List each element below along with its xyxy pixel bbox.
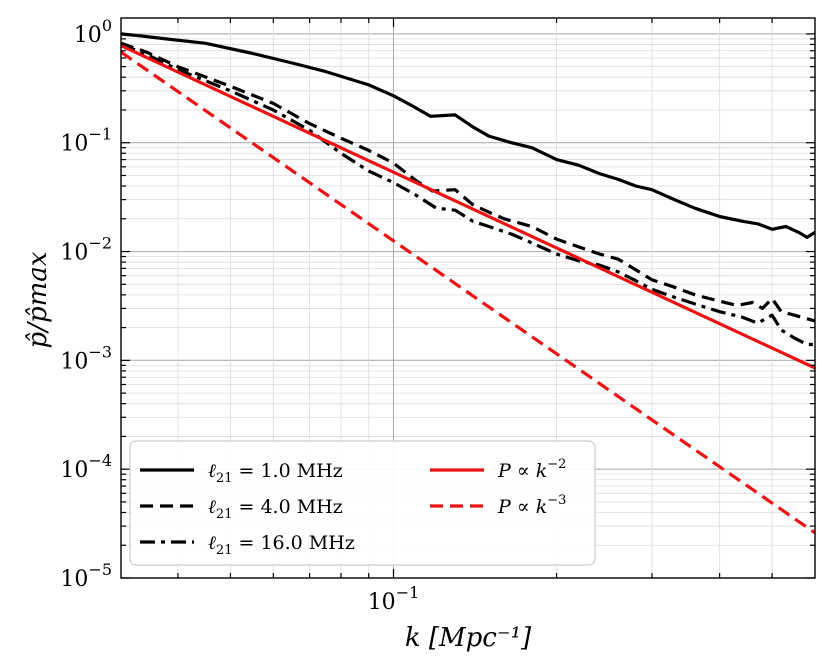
y-tick-label: 10−3	[60, 342, 112, 374]
y-tick-label: 10−5	[60, 560, 112, 592]
legend: ℓ21 = 1.0 MHz ℓ21 = 4.0 MHz ℓ21 = 16.0 MHz…	[129, 440, 596, 566]
y-tick-label: 10−2	[60, 234, 112, 266]
plot-frame	[120, 17, 816, 579]
legend-label-4: P ∝ k−3	[497, 493, 566, 518]
legend-label-3: P ∝ k−2	[497, 457, 566, 482]
legend-label-0: ℓ21 = 1.0 MHz	[208, 460, 343, 486]
axes: 100 10−1 10−2 10−3 10−4 10−5 10−1	[60, 16, 816, 615]
y-tick-label: 10−1	[60, 125, 112, 157]
series-line-1	[120, 41, 816, 323]
x-axis-label: k [Mpc⁻¹]	[405, 623, 532, 653]
y-tick-label: 100	[74, 16, 112, 48]
y-tick-label: 10−4	[60, 451, 112, 483]
series-line-4	[120, 50, 816, 535]
series	[120, 32, 816, 535]
series-line-3	[120, 44, 816, 370]
series-line-2	[120, 42, 815, 347]
legend-label-1: ℓ21 = 4.0 MHz	[208, 496, 343, 522]
x-tick-label: 10−1	[368, 583, 420, 615]
y-axis-label: p̂/p̂max	[23, 251, 53, 348]
series-line-0	[120, 32, 816, 239]
legend-box	[129, 440, 596, 566]
legend-label-2: ℓ21 = 16.0 MHz	[208, 532, 355, 558]
